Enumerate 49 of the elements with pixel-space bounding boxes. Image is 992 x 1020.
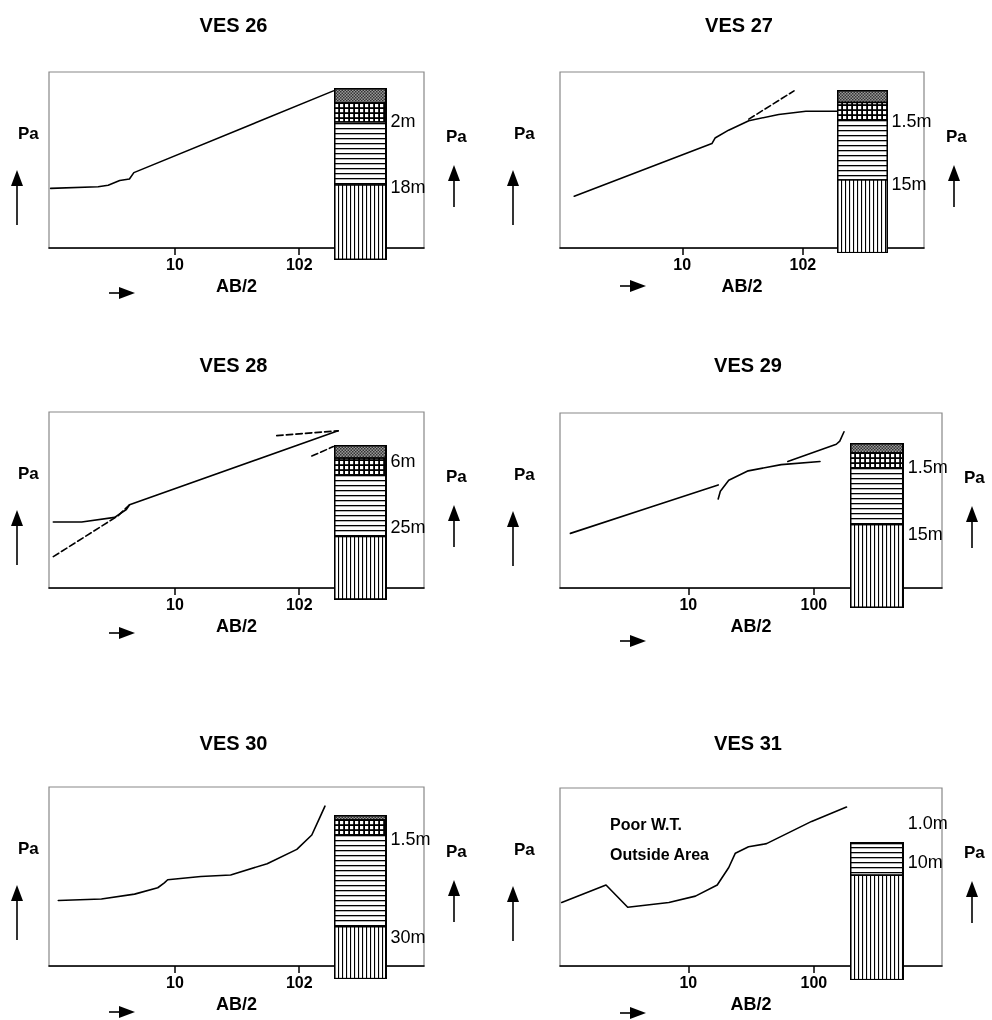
x-tick-label: 10 bbox=[679, 595, 698, 613]
y2-axis-title: Pa bbox=[446, 467, 467, 487]
x-tick-label: 100 bbox=[800, 595, 828, 613]
x-tick-label: 102 bbox=[789, 255, 817, 273]
y2-axis-title: Pa bbox=[964, 468, 985, 488]
annotation: 1.5m bbox=[891, 111, 932, 133]
x-axis-title: AB/2 bbox=[215, 276, 258, 296]
y2-axis-title: Pa bbox=[446, 127, 467, 147]
x-tick-label: 102 bbox=[285, 595, 313, 613]
annotation: 1.0m bbox=[907, 813, 948, 835]
annotation: 2m bbox=[390, 111, 416, 132]
x-tick-label: 100 bbox=[800, 973, 828, 991]
x-axis-title: AB/2 bbox=[721, 276, 763, 296]
chart-title: VES 31 bbox=[714, 732, 782, 754]
annotation: 1.5m bbox=[907, 456, 948, 478]
x-tick-label: 10 bbox=[166, 595, 184, 613]
x-tick-label: 102 bbox=[285, 973, 313, 991]
y-axis-title: Pa bbox=[514, 840, 535, 860]
annotation: 15m bbox=[907, 523, 943, 545]
chart-title: VES 26 bbox=[199, 14, 268, 36]
annotation: 18m bbox=[390, 176, 426, 198]
y2-axis-title: Pa bbox=[446, 842, 467, 862]
annotation: 1.5m bbox=[390, 828, 431, 850]
y-axis-title: Pa bbox=[18, 124, 39, 144]
x-tick-label: 102 bbox=[285, 255, 313, 273]
y-axis-title: Pa bbox=[514, 465, 535, 485]
x-axis-title: AB/2 bbox=[730, 994, 772, 1014]
y2-axis-title: Pa bbox=[964, 843, 985, 863]
x-axis-title: AB/2 bbox=[215, 616, 258, 636]
annotation: Poor W.T. Outside Area bbox=[610, 815, 710, 865]
x-tick-label: 10 bbox=[679, 973, 698, 991]
x-tick-label: 10 bbox=[166, 255, 184, 273]
annotation: 10m bbox=[907, 851, 943, 873]
y-axis-title: Pa bbox=[18, 839, 39, 859]
x-axis-title: AB/2 bbox=[215, 994, 258, 1014]
chart-title: VES 27 bbox=[705, 14, 773, 36]
y2-axis-title: Pa bbox=[946, 127, 967, 147]
x-tick-label: 10 bbox=[673, 255, 692, 273]
annotation: 15m bbox=[891, 174, 927, 196]
annotation: 6m bbox=[390, 451, 416, 473]
x-axis-title: AB/2 bbox=[730, 616, 772, 636]
annotation: 30m bbox=[390, 926, 426, 948]
x-tick-label: 10 bbox=[166, 973, 184, 991]
chart-title: VES 29 bbox=[714, 354, 782, 376]
y-axis-title: Pa bbox=[18, 464, 39, 484]
chart-title: VES 28 bbox=[199, 354, 268, 376]
annotation: 25m bbox=[390, 517, 426, 539]
chart-title: VES 30 bbox=[199, 732, 268, 754]
y-axis-title: Pa bbox=[514, 124, 535, 144]
